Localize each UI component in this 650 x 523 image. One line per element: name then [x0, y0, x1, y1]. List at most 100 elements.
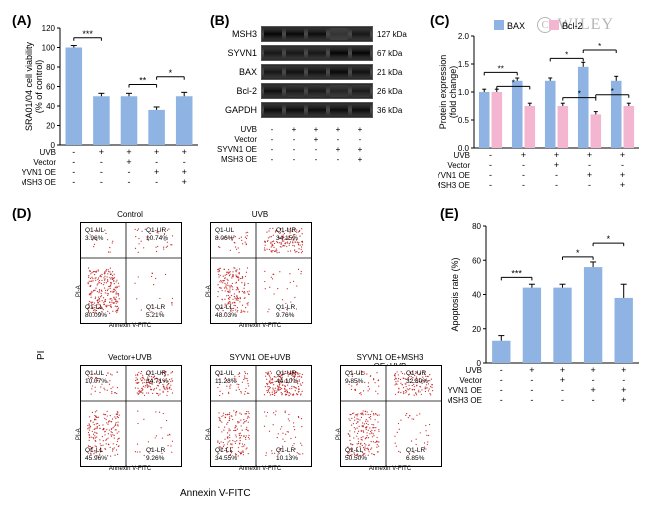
svg-text:Q1-UL: Q1-UL	[85, 370, 105, 377]
svg-text:20: 20	[46, 122, 55, 131]
svg-text:+: +	[587, 150, 592, 160]
svg-text:-: -	[530, 395, 533, 405]
svg-text:Apoptosis rate (%): Apoptosis rate (%)	[450, 257, 460, 331]
svg-text:9.76%: 9.76%	[276, 312, 295, 319]
svg-text:+: +	[126, 147, 131, 157]
blot-protein-label: MSH3	[215, 29, 261, 39]
svg-text:Bcl-2: Bcl-2	[562, 21, 583, 31]
svg-text:SYVN1 OE: SYVN1 OE	[438, 171, 470, 180]
svg-text:-: -	[489, 150, 492, 160]
svg-text:-: -	[489, 180, 492, 190]
blot-bands	[261, 64, 373, 80]
svg-text:*: *	[611, 87, 614, 96]
svg-text:-: -	[72, 177, 75, 187]
blot-protein-label: GAPDH	[215, 105, 261, 115]
scatter-plot: Q1-UL11.23%Q1-UR44.10%Q1-LL34.55%Q1-LR10…	[210, 365, 312, 467]
svg-text:Q1-UR: Q1-UR	[406, 370, 427, 377]
svg-text:+: +	[560, 375, 565, 385]
svg-text:120: 120	[42, 24, 56, 33]
svg-text:5.21%: 5.21%	[146, 312, 165, 319]
svg-text:-: -	[155, 157, 158, 167]
svg-text:-: -	[100, 177, 103, 187]
svg-text:Q1-LR: Q1-LR	[146, 447, 165, 454]
svg-text:-: -	[592, 395, 595, 405]
blot-kda-label: 127 kDa	[373, 30, 407, 39]
svg-text:-: -	[489, 160, 492, 170]
svg-text:Q1-UR: Q1-UR	[276, 370, 297, 377]
panel-c-chart: 0.00.51.01.52.0Protein expression(fold c…	[438, 16, 643, 196]
svg-text:+: +	[590, 365, 595, 375]
panel-d-xlabel: Annexin V-FITC	[180, 488, 251, 499]
scatter-plot: Q1-UL10.07%Q1-UR34.71%Q1-LL45.96%Q1-LR9.…	[80, 365, 182, 467]
svg-text:UVB: UVB	[466, 366, 482, 375]
svg-text:-: -	[72, 157, 75, 167]
blot-row-bax: BAX21 kDa	[215, 64, 402, 80]
svg-text:Q1-UL: Q1-UL	[215, 227, 235, 234]
svg-text:-: -	[522, 160, 525, 170]
svg-text:+: +	[620, 180, 625, 190]
svg-text:0.5: 0.5	[458, 116, 470, 125]
svg-text:+: +	[590, 385, 595, 395]
svg-text:+: +	[182, 167, 187, 177]
svg-text:-: -	[183, 157, 186, 167]
svg-text:-: -	[622, 375, 625, 385]
svg-text:60: 60	[472, 256, 481, 265]
svg-text:+: +	[621, 395, 626, 405]
svg-text:+: +	[154, 167, 159, 177]
svg-text:Q1-LR: Q1-LR	[276, 447, 295, 454]
svg-text:-: -	[500, 375, 503, 385]
svg-text:+: +	[621, 365, 626, 375]
svg-text:20: 20	[472, 325, 481, 334]
svg-text:80.09%: 80.09%	[85, 312, 107, 319]
svg-text:-: -	[155, 177, 158, 187]
svg-text:Vector: Vector	[447, 161, 470, 170]
svg-text:+: +	[521, 150, 526, 160]
svg-text:+: +	[99, 147, 104, 157]
svg-text:*: *	[512, 78, 515, 87]
svg-text:34.15%: 34.15%	[276, 235, 298, 242]
svg-text:10.07%: 10.07%	[85, 378, 107, 385]
svg-text:-: -	[555, 170, 558, 180]
svg-text:*: *	[578, 90, 581, 99]
svg-text:-: -	[621, 160, 624, 170]
svg-text:-: -	[72, 147, 75, 157]
svg-text:Q1-LL: Q1-LL	[215, 304, 233, 311]
svg-text:100: 100	[42, 44, 56, 53]
svg-text:+: +	[182, 177, 187, 187]
svg-text:(fold change): (fold change)	[448, 66, 458, 119]
svg-text:Q1-LL: Q1-LL	[85, 304, 103, 311]
svg-text:Q1-UR: Q1-UR	[276, 227, 297, 234]
svg-text:Q1-UL: Q1-UL	[85, 227, 105, 234]
svg-text:3.96%: 3.96%	[85, 235, 104, 242]
blot-kda-label: 67 kDa	[373, 49, 402, 58]
svg-text:Q1-UR: Q1-UR	[146, 370, 167, 377]
svg-text:***: ***	[511, 268, 522, 278]
svg-text:Q1-UL: Q1-UL	[345, 370, 365, 377]
svg-text:+: +	[621, 385, 626, 395]
svg-text:-: -	[500, 385, 503, 395]
figure-root: CWILEY (A) 020406080100120SRA01/04 cell …	[10, 10, 640, 513]
svg-text:-: -	[530, 385, 533, 395]
svg-text:-: -	[592, 375, 595, 385]
svg-text:*: *	[169, 68, 173, 78]
svg-text:Q1-LR: Q1-LR	[406, 447, 425, 454]
svg-text:*: *	[576, 248, 580, 258]
svg-text:UVB: UVB	[454, 151, 470, 160]
svg-text:-: -	[588, 160, 591, 170]
svg-text:60: 60	[46, 83, 55, 92]
scatter-title: SYVN1 OE+UVB	[210, 353, 310, 362]
svg-text:*: *	[598, 42, 601, 51]
svg-text:-: -	[72, 167, 75, 177]
blot-protein-label: BAX	[215, 67, 261, 77]
panel-e-chart: 020406080Apoptosis rate (%)*****UVB-++++…	[448, 218, 643, 413]
scatter-title: UVB	[210, 210, 310, 219]
scatter-plot: Q1-UL9.85%Q1-UR32.80%Q1-LL50.50%Q1-LR6.8…	[340, 365, 442, 467]
svg-text:80: 80	[46, 63, 55, 72]
panel-d-scatters: ControlQ1-UL3.96%Q1-UR10.74%Q1-LL80.09%Q…	[30, 210, 430, 510]
scatter-title: Control	[80, 210, 180, 219]
svg-text:MSH3 OE: MSH3 OE	[448, 396, 482, 405]
svg-text:6.85%: 6.85%	[406, 455, 425, 462]
svg-text:**: **	[498, 64, 504, 73]
svg-text:MSH3 OE: MSH3 OE	[22, 178, 56, 187]
svg-text:-: -	[522, 180, 525, 190]
